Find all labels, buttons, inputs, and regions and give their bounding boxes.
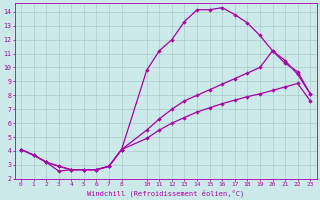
X-axis label: Windchill (Refroidissement éolien,°C): Windchill (Refroidissement éolien,°C) [87,189,244,197]
